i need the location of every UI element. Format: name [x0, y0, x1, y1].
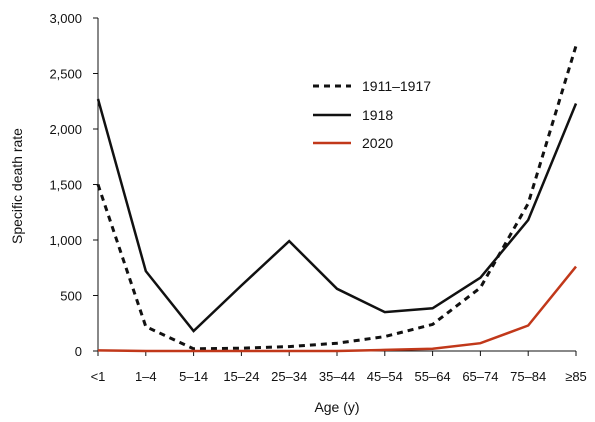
legend-label: 1918 — [362, 107, 393, 123]
series-line-2 — [96, 98, 578, 333]
x-tick-label: 45–54 — [367, 369, 403, 384]
legend: 1911–1917 1918 2020 — [313, 78, 431, 151]
y-tick-label: 0 — [75, 344, 82, 359]
x-tick-label: 65–74 — [462, 369, 498, 384]
x-tick-label: 35–44 — [319, 369, 355, 384]
y-tick-label: 3,000 — [49, 11, 82, 26]
series-line-1 — [96, 45, 578, 351]
y-axis-title: Specific death rate — [9, 128, 25, 244]
x-axis: <1 1–4 5–14 15–24 25–34 35–44 45–54 55–64 65–74 7… — [91, 350, 587, 384]
x-tick-label: 1–4 — [135, 369, 157, 384]
x-tick-label: 15–24 — [223, 369, 259, 384]
legend-label: 2020 — [362, 135, 393, 151]
x-tick-label: 75–84 — [510, 369, 546, 384]
y-axis: 0 500 1,000 1,500 2,000 2,500 3,000 — [49, 11, 99, 359]
legend-label: 1911–1917 — [362, 78, 431, 94]
y-tick-label: 500 — [60, 289, 82, 304]
x-tick-label: <1 — [91, 369, 106, 384]
x-tick-label: 55–64 — [415, 369, 451, 384]
x-tick-label: 25–34 — [271, 369, 307, 384]
y-tick-label: 1,000 — [49, 233, 82, 248]
x-axis-title: Age (y) — [314, 399, 359, 415]
y-tick-label: 2,500 — [49, 67, 82, 82]
y-tick-label: 2,000 — [49, 122, 82, 137]
x-tick-label: 5–14 — [179, 369, 208, 384]
y-tick-label: 1,500 — [49, 178, 82, 193]
series-layer — [96, 45, 578, 353]
x-tick-label: ≥85 — [565, 369, 587, 384]
